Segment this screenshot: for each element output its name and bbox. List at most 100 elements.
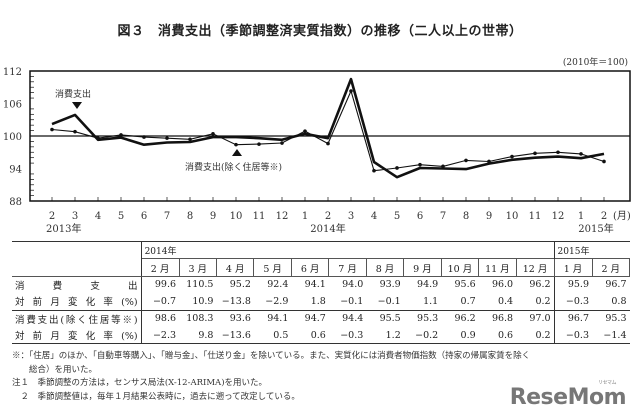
data-point-marker [602,159,606,164]
x-tick-label: 7 [164,211,170,222]
month-header: 11 月 [478,258,517,277]
chart-title: 図３ 消費支出（季節調整済実質指数）の推移（二人以上の世帯） [117,24,523,39]
data-point-marker [234,142,238,147]
x-tick-label: 12 [552,211,565,222]
table-cell: 97.0 [516,309,555,327]
table-cell: 96.2 [529,279,551,291]
year-2015-header: 2015年 [553,240,630,259]
table-cell: 94.0 [342,279,364,291]
table-cell: −0.1 [340,295,364,307]
x-tick-label: 4 [371,211,377,222]
month-header: 7 月 [328,258,367,277]
data-point-marker [211,132,215,136]
table-cell: 0.8 [611,295,627,307]
table-cell: 0.6 [478,326,517,345]
table-cell: 94.9 [417,279,439,291]
table-cell: 95.6 [454,279,476,291]
x-unit-label: (月) [613,210,631,222]
data-point-marker [579,152,583,156]
table-cell: 9.8 [179,326,217,345]
data-point-marker [188,137,192,142]
table-cell: 94.7 [291,309,329,327]
x-tick-label: 3 [72,211,78,222]
data-point-marker [119,133,123,137]
table-cell: 95.3 [403,309,442,327]
data-point-marker [441,164,445,169]
y-tick-label: 112 [3,67,22,78]
x-tick-label: 12 [276,211,289,222]
table-cell: −13.6 [216,326,254,345]
table-cell: 1.1 [423,295,439,307]
table-cell: −0.2 [403,326,442,345]
table-cell: 93.9 [379,279,401,291]
table-cell: −2.9 [265,295,289,307]
table-cell: 95.3 [592,309,630,327]
table-cell: 110.5 [186,279,214,291]
month-header: 5 月 [253,258,292,277]
series-consumption [51,77,605,179]
x-tick-label: 8 [463,211,469,222]
data-point-marker [303,129,307,133]
label-series-excl-housing: 消費支出(除く住居等※) [185,161,282,173]
table-cell: 94.4 [328,309,367,327]
x-tick-label: 5 [118,211,124,222]
label-series-consumption: 消費支出 [55,88,91,100]
table-cell: 0.5 [253,326,292,345]
footnote: ※：「住居」のほか、「自動車等購入」、「贈与金」、「仕送り金」を除いている。また… [12,351,531,361]
data-point-marker [556,150,560,155]
month-header: 2 月 [141,258,180,277]
table-cell: 1.2 [366,326,404,345]
table-cell: 94.1 [253,309,292,327]
month-header: 8 月 [366,258,405,277]
table-cell: 0.4 [497,295,514,307]
x-tick-label: 11 [529,211,542,222]
table-cell: 10.9 [192,295,214,307]
x-tick-label: 6 [141,211,147,222]
data-point-marker [50,127,54,132]
table-cell: 94.1 [304,279,326,291]
month-header: 10 月 [441,258,480,277]
table-cell: 1.8 [310,295,326,307]
table-cell: 96.2 [441,309,479,327]
data-point-marker [533,151,537,156]
x-tick-label: 11 [253,211,266,222]
data-point-marker [395,166,399,170]
data-point-marker [73,129,77,134]
month-header: 12 月 [516,258,555,277]
x-tick-label: 2 [601,211,607,222]
row-label: 消費支出(除く住居等※) [12,309,142,327]
y-axis-ticks: 112 106 100 94 88 [3,67,22,208]
data-point-marker [96,136,100,140]
data-point-marker [464,158,468,163]
table-cell: 0.2 [535,295,551,307]
x-tick-label: 4 [95,211,101,222]
table-cell: −0.7 [152,295,177,307]
table-cell: −2.3 [141,326,180,345]
table-cell: 0.6 [291,326,329,345]
x-tick-label: 7 [440,211,446,222]
data-point-marker [257,142,261,146]
year-label: 2015年 [578,222,613,235]
year-2014-header: 2014年 [141,240,555,259]
x-tick-label: 9 [210,211,216,222]
table-cell: 0.2 [516,326,555,345]
table-cell: −0.1 [377,295,401,307]
month-header: 6 月 [291,258,330,277]
table-cell: 93.6 [216,309,254,327]
x-tick-label: 5 [394,211,400,222]
table-cell: 99.6 [154,279,177,291]
x-tick-label: 9 [486,211,492,222]
x-tick-label: 10 [506,211,519,222]
table-cell: −0.3 [553,326,592,345]
month-header: 3 月 [179,258,217,277]
month-header: 2 月 [592,258,630,277]
up-triangle-marker-icon [232,149,242,156]
table-cell: 96.7 [605,279,627,291]
row-label: 対前月変化率(%) [12,326,142,345]
y-tick-label: 88 [9,197,22,208]
table-cell: 0.9 [441,326,479,345]
table-cell: 0.7 [460,295,476,307]
month-header: 9 月 [403,258,442,277]
month-header: 1 月 [553,258,593,277]
